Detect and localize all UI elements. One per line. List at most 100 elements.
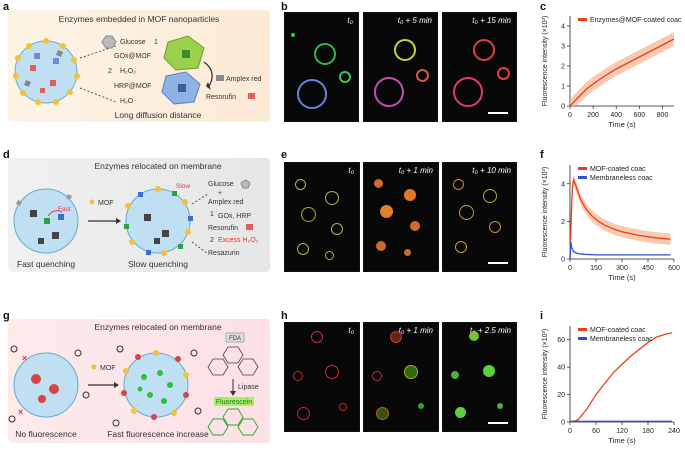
y-axis-label: Fluorescence intensity (×10³) bbox=[542, 329, 549, 419]
panel-label-d: d bbox=[3, 149, 10, 161]
y-tick-label: 60 bbox=[557, 337, 565, 344]
x-tick-label: 800 bbox=[657, 112, 669, 119]
micrograph-e-2: t₀ + 1 min bbox=[363, 162, 439, 272]
schematic-d-title: Enzymes relocated on membrane bbox=[94, 161, 221, 171]
step-2: 2 bbox=[108, 68, 112, 75]
micrograph-e-3: t₀ + 10 min bbox=[442, 162, 517, 272]
panel-label-g: g bbox=[3, 310, 10, 322]
glucose-label: Glucose bbox=[120, 39, 146, 46]
legend-label: Enzymes@MOF-coated coac bbox=[590, 17, 682, 24]
plus-label: + bbox=[218, 190, 222, 197]
series-line bbox=[569, 241, 671, 260]
x-tick-label: 450 bbox=[642, 265, 654, 272]
amplex-label: Amplex red bbox=[226, 76, 262, 83]
y-tick-label: 3 bbox=[561, 44, 565, 51]
fluorescein-label: Fluorescein bbox=[216, 399, 252, 406]
schematic-g: Enzymes relocated on membrane × × MOF FD… bbox=[8, 319, 270, 443]
time-label: t₀ + 5 min bbox=[397, 16, 432, 25]
panel-label-h: h bbox=[281, 310, 288, 322]
x-tick-label: 120 bbox=[616, 428, 628, 435]
x-axis-label: Time (s) bbox=[608, 273, 636, 282]
panel-label-b: b bbox=[281, 1, 288, 13]
panel-label-c: c bbox=[540, 1, 547, 13]
series-band bbox=[570, 32, 674, 106]
mof-label: MOF bbox=[98, 200, 114, 207]
y-tick-label: 40 bbox=[557, 365, 565, 372]
x-tick-label: 600 bbox=[633, 112, 645, 119]
y-axis-label: Fluorescence intensity (×10³) bbox=[542, 167, 549, 257]
x-axis-label: Time (s) bbox=[608, 120, 636, 129]
y-tick-label: 2 bbox=[561, 219, 565, 226]
panel-label-i: i bbox=[540, 310, 544, 322]
micrograph-h-2: t₀ + 1 min bbox=[363, 322, 439, 432]
scale-bar bbox=[488, 262, 508, 264]
legend-swatch bbox=[578, 18, 587, 21]
x-tick-label: 60 bbox=[592, 428, 600, 435]
time-label: t₀ bbox=[348, 166, 354, 175]
glucose-label: Glucose bbox=[208, 181, 234, 188]
chart-c: 0 200 400 600 800 0 1 2 3 4 Time (s) Fluorescence i… bbox=[542, 16, 682, 129]
y-axis-label: Fluorescence intensity (×10³) bbox=[542, 16, 549, 106]
step2: 2 bbox=[210, 237, 214, 244]
time-label: t₀ + 1 min bbox=[398, 326, 433, 335]
h2o-label: H₂O bbox=[120, 98, 134, 105]
schematic-a-title: Enzymes embedded in MOF nanoparticles bbox=[59, 14, 220, 24]
y-tick-label: 1 bbox=[561, 84, 565, 91]
x-tick-label: 400 bbox=[610, 112, 622, 119]
fast-fluorescence-caption: Fast fluorescence increase bbox=[107, 429, 209, 439]
coacervate-left bbox=[13, 352, 79, 418]
y-tick-label: 4 bbox=[561, 181, 565, 188]
panel-label-e: e bbox=[281, 149, 288, 161]
legend-label: MOF-coated coac bbox=[590, 327, 646, 334]
step1: 1 bbox=[210, 211, 214, 218]
panel-label-a: a bbox=[3, 1, 10, 13]
micrograph-b-1: t₀ bbox=[284, 12, 359, 122]
gox-label: GOx@MOF bbox=[114, 53, 151, 60]
time-label: t₀ bbox=[347, 16, 353, 25]
legend-swatch bbox=[578, 328, 587, 331]
series-line bbox=[569, 38, 675, 107]
x-tick-label: 600 bbox=[668, 265, 680, 272]
series-line bbox=[569, 332, 672, 423]
time-label: t₀ + 2.5 min bbox=[470, 326, 511, 335]
legend-label: Membraneless coac bbox=[590, 175, 653, 182]
x-tick-label: 0 bbox=[568, 428, 572, 435]
legend-label: Membraneless coac bbox=[590, 336, 653, 343]
amplex-label: Amplex red bbox=[208, 199, 244, 206]
micrograph-b-3: t₀ + 15 min bbox=[442, 12, 517, 122]
hrp-label: HRP@MOF bbox=[114, 83, 151, 90]
schematic-a-footer: Long diffusion distance bbox=[115, 110, 202, 120]
svg-text:×: × bbox=[22, 353, 27, 363]
legend-swatch bbox=[578, 337, 587, 340]
time-label: t₀ + 15 min bbox=[472, 16, 511, 25]
step-1: 1 bbox=[154, 39, 158, 46]
scale-bar bbox=[488, 112, 508, 114]
schematic-a: Enzymes embedded in MOF nanoparticles Gl… bbox=[8, 10, 270, 122]
coacervate-right bbox=[123, 352, 189, 418]
y-tick-label: 20 bbox=[557, 392, 565, 399]
micrograph-h-1: t₀ bbox=[284, 322, 360, 432]
series-line bbox=[569, 177, 671, 260]
y-tick-label: 0 bbox=[561, 420, 565, 427]
panel-label-f: f bbox=[540, 149, 544, 161]
x-tick-label: 240 bbox=[668, 428, 680, 435]
x-tick-label: 0 bbox=[568, 265, 572, 272]
legend-label: MOF-coated coac bbox=[590, 166, 646, 173]
x-tick-label: 180 bbox=[642, 428, 654, 435]
h2o2-label: H₂O₂ bbox=[120, 68, 136, 75]
step2-text: Excess H₂O₂ bbox=[218, 237, 259, 244]
y-tick-label: 0 bbox=[561, 104, 565, 111]
slow-quenching-caption: Slow quenching bbox=[128, 259, 188, 269]
lipase-label: Lipase bbox=[238, 384, 259, 391]
time-label: t₀ bbox=[348, 326, 354, 335]
legend-swatch bbox=[578, 176, 587, 179]
y-tick-label: 0 bbox=[561, 257, 565, 264]
x-tick-label: 300 bbox=[616, 265, 628, 272]
scale-bar bbox=[488, 422, 508, 424]
micrograph-b-2: t₀ + 5 min bbox=[363, 12, 438, 122]
y-tick-label: 2 bbox=[561, 64, 565, 71]
schematic-d: Enzymes relocated on membrane Fast MOF S… bbox=[8, 158, 270, 272]
time-label: t₀ + 1 min bbox=[398, 166, 433, 175]
svg-text:×: × bbox=[18, 407, 23, 417]
fast-label: Fast bbox=[58, 206, 71, 213]
